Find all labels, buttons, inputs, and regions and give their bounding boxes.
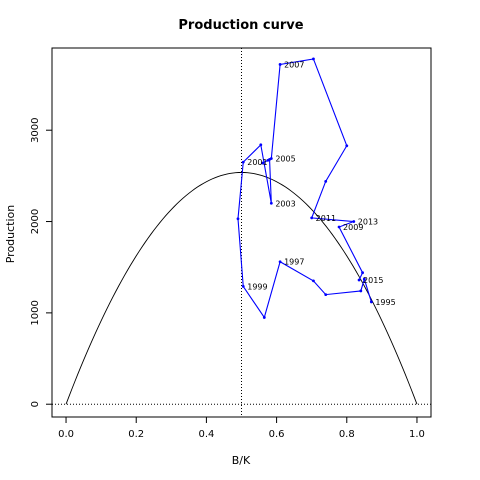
series-point <box>269 201 273 205</box>
year-annotation: 1995 <box>375 298 395 307</box>
series-point <box>324 293 328 297</box>
series-point <box>261 161 264 165</box>
x-tick-label: 0.2 <box>128 429 144 440</box>
series-point <box>357 278 361 282</box>
plot-frame <box>51 47 432 418</box>
year-annotation: 1999 <box>247 282 267 291</box>
series-point <box>241 284 245 288</box>
x-tick-label: 0.4 <box>198 429 214 440</box>
x-tick-label: 0.6 <box>269 429 285 440</box>
series-point <box>359 289 363 293</box>
series-point <box>324 179 328 183</box>
series-line <box>237 58 372 319</box>
x-tick-label: 1.0 <box>409 429 425 440</box>
year-annotation: 2003 <box>275 199 295 208</box>
plot-layer: 1995 1997 1999 2001 2003 2005 2007 2009 2011 2013… <box>52 48 431 417</box>
year-annotation: 1997 <box>284 258 304 267</box>
y-axis-label: Production <box>4 205 17 264</box>
series-point <box>278 63 282 66</box>
series-point <box>312 57 315 61</box>
y-tick-label: 3000 <box>30 117 41 142</box>
year-annotation: 2001 <box>247 158 267 167</box>
y-tick-label: 2000 <box>30 209 41 234</box>
year-annotation: 2013 <box>358 218 378 227</box>
series-point <box>236 217 240 221</box>
series-point <box>337 225 341 229</box>
series-point <box>362 277 366 281</box>
series-point <box>241 160 245 164</box>
series-point <box>352 220 356 223</box>
series-point <box>266 158 270 162</box>
x-axis-label: B/K <box>232 454 251 467</box>
series-point <box>269 157 273 160</box>
year-annotation: 2009 <box>343 223 363 232</box>
series-point <box>345 144 349 148</box>
x-tick-label: 0.8 <box>339 429 355 440</box>
series-point <box>312 279 315 283</box>
series-point <box>369 300 373 304</box>
series-point <box>278 260 282 264</box>
year-annotation: 2015 <box>363 276 383 285</box>
series-point <box>262 316 266 319</box>
year-annotation: 2005 <box>275 155 295 164</box>
year-annotation: 2007 <box>284 60 304 69</box>
y-tick-label: 1000 <box>30 300 41 325</box>
year-annotation: 2011 <box>316 214 336 223</box>
series-point <box>361 271 364 275</box>
y-tick-label: 0 <box>30 401 41 407</box>
chart-title: Production curve <box>178 18 303 33</box>
series-point <box>310 216 314 220</box>
x-tick-label: 0.0 <box>58 429 74 440</box>
production-curve-line <box>65 171 418 405</box>
series-point <box>259 143 263 147</box>
